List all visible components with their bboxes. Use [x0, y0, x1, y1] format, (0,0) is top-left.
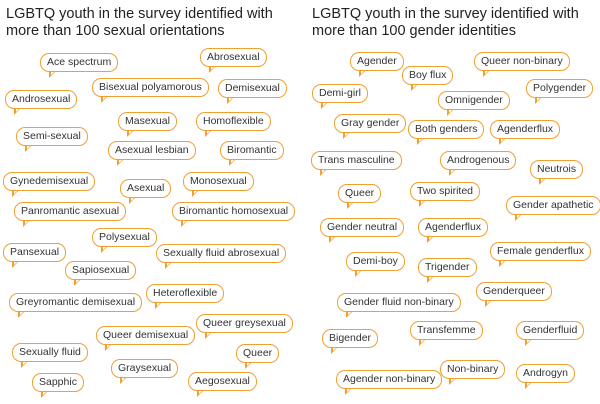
label-bubble: Queer [338, 184, 382, 209]
label-bubble: Graysexual [111, 359, 179, 384]
label-bubble: Bisexual polyamorous [92, 78, 209, 103]
label-bubble: Queer non-binary [474, 52, 570, 77]
label-bubble: Gray gender [334, 114, 407, 139]
label-bubble: Androgyn [516, 364, 575, 389]
label-bubble: Boy flux [402, 66, 454, 91]
label-bubble: Omnigender [438, 91, 510, 116]
label-bubble: Demisexual [218, 79, 287, 104]
label-bubble: Sexually fluid [12, 343, 88, 368]
label-bubble: Androsexual [5, 90, 78, 115]
label-bubble: Genderfluid [516, 321, 585, 346]
label-bubble: Polygender [526, 79, 594, 104]
label-bubble: Semi-sexual [16, 127, 88, 152]
label-bubble: Demi-boy [346, 252, 405, 277]
label-bubble: Transfemme [410, 321, 483, 346]
label-bubble: Polysexual [92, 228, 157, 253]
label-bubble: Neutrois [530, 160, 584, 185]
label-bubble: Biromantic homosexual [172, 202, 296, 227]
label-bubble: Queer [236, 344, 280, 369]
label-bubble: Female genderflux [490, 242, 591, 267]
label-bubble: Genderqueer [476, 282, 552, 307]
label-bubble: Ace spectrum [40, 53, 119, 78]
label-bubble: Homoflexible [196, 112, 271, 137]
label-bubble: Trans masculine [311, 151, 402, 176]
label-bubble: Asexual [120, 179, 172, 204]
label-bubble: Gender apathetic [506, 196, 600, 221]
label-bubble: Greyromantic demisexual [9, 293, 143, 318]
label-bubble: Pansexual [3, 243, 67, 268]
label-bubble: Masexual [118, 112, 177, 137]
label-bubble: Agender non-binary [336, 370, 443, 395]
label-bubble: Demi-girl [312, 84, 368, 109]
panel-title: LGBTQ youth in the survey identified wit… [6, 6, 273, 39]
label-bubble: Agender [350, 52, 404, 77]
label-bubble: Heteroflexible [146, 284, 225, 309]
panel-title: LGBTQ youth in the survey identified wit… [312, 6, 579, 39]
label-bubble: Gynedemisexual [3, 172, 96, 197]
label-bubble: Monosexual [183, 172, 254, 197]
label-bubble: Trigender [418, 258, 477, 283]
label-bubble: Two spirited [410, 182, 481, 207]
label-bubble: Biromantic [220, 141, 284, 166]
label-bubble: Non-binary [440, 360, 506, 385]
label-bubble: Queer demisexual [96, 326, 196, 351]
label-bubble: Androgenous [440, 151, 517, 176]
label-bubble: Abrosexual [200, 48, 267, 73]
label-bubble: Sapiosexual [65, 261, 137, 286]
label-bubble: Sexually fluid abrosexual [156, 244, 287, 269]
label-bubble: Aegosexual [188, 372, 257, 397]
label-bubble: Agenderflux [418, 218, 489, 243]
label-bubble: Agenderflux [490, 120, 561, 145]
label-bubble: Bigender [322, 329, 379, 354]
label-bubble: Gender neutral [320, 218, 405, 243]
label-bubble: Asexual lesbian [108, 141, 196, 166]
label-bubble: Sapphic [32, 373, 84, 398]
label-bubble: Both genders [408, 120, 485, 145]
label-bubble: Panromantic asexual [14, 202, 127, 227]
label-bubble: Queer greysexual [196, 314, 293, 339]
label-bubble: Gender fluid non-binary [337, 293, 461, 318]
